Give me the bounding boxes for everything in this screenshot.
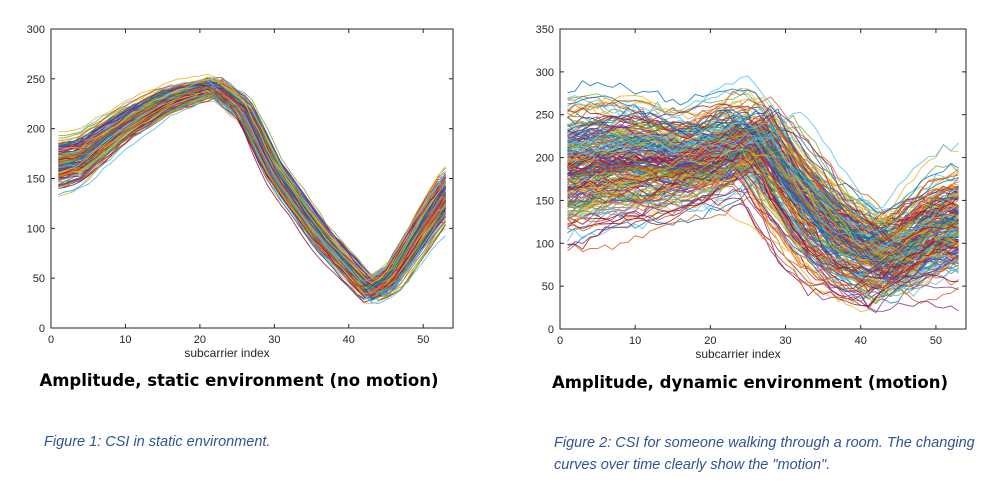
x-tick-label: 50: [417, 334, 429, 346]
series-line: [567, 162, 959, 274]
series-line: [567, 145, 959, 265]
y-tick-label: 0: [39, 323, 45, 335]
series-line: [567, 165, 959, 287]
y-tick-label: 200: [536, 153, 554, 165]
series-line: [567, 143, 959, 289]
series-line: [567, 80, 959, 215]
caption-figure-2: Figure 2: CSI for someone walking throug…: [554, 435, 975, 473]
y-tick-label: 350: [536, 24, 554, 36]
series-line: [567, 149, 959, 261]
series-line: [567, 199, 959, 312]
series-line: [58, 88, 446, 293]
x-tick-label: 0: [557, 335, 563, 347]
series-line: [567, 144, 959, 263]
chart-title-dynamic: Amplitude, dynamic environment (motion): [552, 373, 948, 392]
series-line: [58, 82, 446, 293]
x-tick-label: 0: [48, 334, 54, 346]
series-line: [567, 95, 959, 240]
y-tick-label: 100: [27, 223, 45, 235]
y-tick-label: 50: [542, 281, 554, 293]
y-tick-label: 200: [27, 124, 45, 136]
series-line: [567, 159, 959, 273]
series-line: [567, 144, 959, 276]
series-line: [567, 121, 959, 253]
dynamic-amplitude-plot: 0 10 20 30 40 50 0 50 100 150 200 250 300 350 subcarri…: [536, 24, 967, 361]
y-tick-label: 250: [27, 74, 45, 86]
series-line: [567, 110, 959, 258]
y-tick-label: 300: [27, 24, 45, 36]
static-amplitude-plot: 0 10 20 30 40 50 0 50 100 150 200 250 300 subcarrier …: [27, 24, 454, 360]
series-line: [567, 148, 959, 284]
caption-figure-1: Figure 1: CSI in static environment.: [44, 434, 271, 450]
y-tick-label: 50: [33, 273, 45, 285]
y-tick-label: 0: [548, 324, 554, 336]
series-line: [567, 122, 959, 237]
x-tick-label: 10: [119, 334, 131, 346]
series-line: [58, 77, 446, 284]
x-tick-label: 30: [268, 334, 280, 346]
y-tick-label: 150: [27, 174, 45, 186]
series-line: [58, 86, 446, 293]
x-tick-label: 20: [194, 334, 206, 346]
series-line: [58, 93, 446, 298]
x-tick-label: 20: [704, 335, 716, 347]
series-line: [58, 87, 446, 288]
y-tick-label: 150: [536, 195, 554, 207]
series-line: [567, 169, 959, 291]
series-line: [567, 142, 959, 273]
series-line: [567, 156, 959, 284]
x-tick-label: 40: [343, 334, 355, 346]
x-tick-label: 40: [855, 335, 867, 347]
series-line: [567, 148, 959, 269]
series-line: [567, 99, 959, 241]
x-tick-label: 10: [629, 335, 641, 347]
y-tick-label: 250: [536, 110, 554, 122]
series-line: [567, 162, 959, 314]
series-line: [58, 87, 446, 294]
series-line: [58, 90, 446, 294]
plot-frame: [559, 28, 967, 330]
x-axis-label: subcarrier index: [695, 347, 780, 361]
x-tick-label: 50: [930, 335, 942, 347]
series-line: [567, 96, 959, 222]
y-tick-label: 300: [536, 67, 554, 79]
x-axis-label: subcarrier index: [184, 346, 269, 360]
series-line: [58, 81, 446, 285]
chart-title-static: Amplitude, static environment (no motion…: [39, 371, 438, 390]
series-line: [567, 156, 959, 275]
x-tick-label: 30: [779, 335, 791, 347]
series-line: [58, 89, 446, 294]
series-line: [567, 145, 959, 273]
series-line: [567, 157, 959, 279]
series-line: [58, 84, 446, 287]
y-tick-label: 100: [536, 238, 554, 250]
series-line: [567, 197, 959, 306]
